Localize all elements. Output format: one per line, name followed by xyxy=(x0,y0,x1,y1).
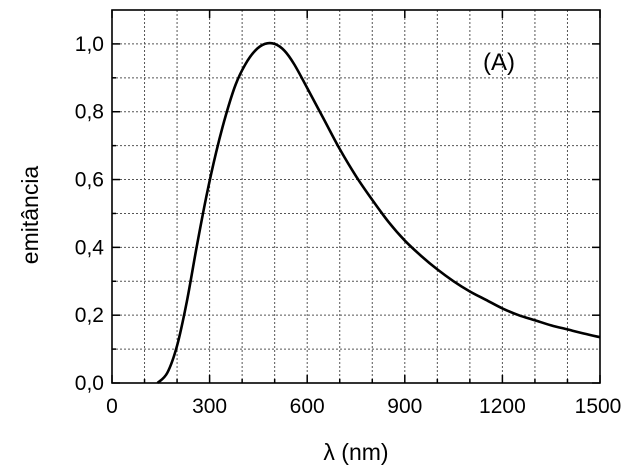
grid xyxy=(112,10,600,383)
x-tick-label: 1500 xyxy=(575,395,622,418)
y-tick-label: 0,2 xyxy=(75,304,104,327)
y-axis-label: emitância xyxy=(17,166,43,265)
y-tick-label: 0,0 xyxy=(75,372,104,395)
x-tick-label: 300 xyxy=(192,395,227,418)
x-axis-label: λ (nm) xyxy=(323,439,388,465)
x-tick-labels: 0 300 600 900 1200 1500 xyxy=(106,395,621,418)
x-tick-label: 600 xyxy=(290,395,325,418)
emittance-curve xyxy=(156,41,601,384)
panel-label: (A) xyxy=(483,49,515,76)
emittance-series xyxy=(156,41,601,384)
x-tick-label: 900 xyxy=(387,395,422,418)
y-tick-labels: 0,0 0,2 0,4 0,6 0,8 1,0 xyxy=(75,33,105,395)
x-tick-label: 0 xyxy=(106,395,118,418)
y-tick-label: 0,6 xyxy=(75,169,104,192)
x-tick-label: 1200 xyxy=(479,395,526,418)
y-tick-label: 1,0 xyxy=(75,33,104,56)
plot-frame xyxy=(111,9,601,384)
axis-ticks xyxy=(111,10,601,384)
y-tick-label: 0,4 xyxy=(75,236,105,259)
y-tick-label: 0,8 xyxy=(75,101,104,124)
